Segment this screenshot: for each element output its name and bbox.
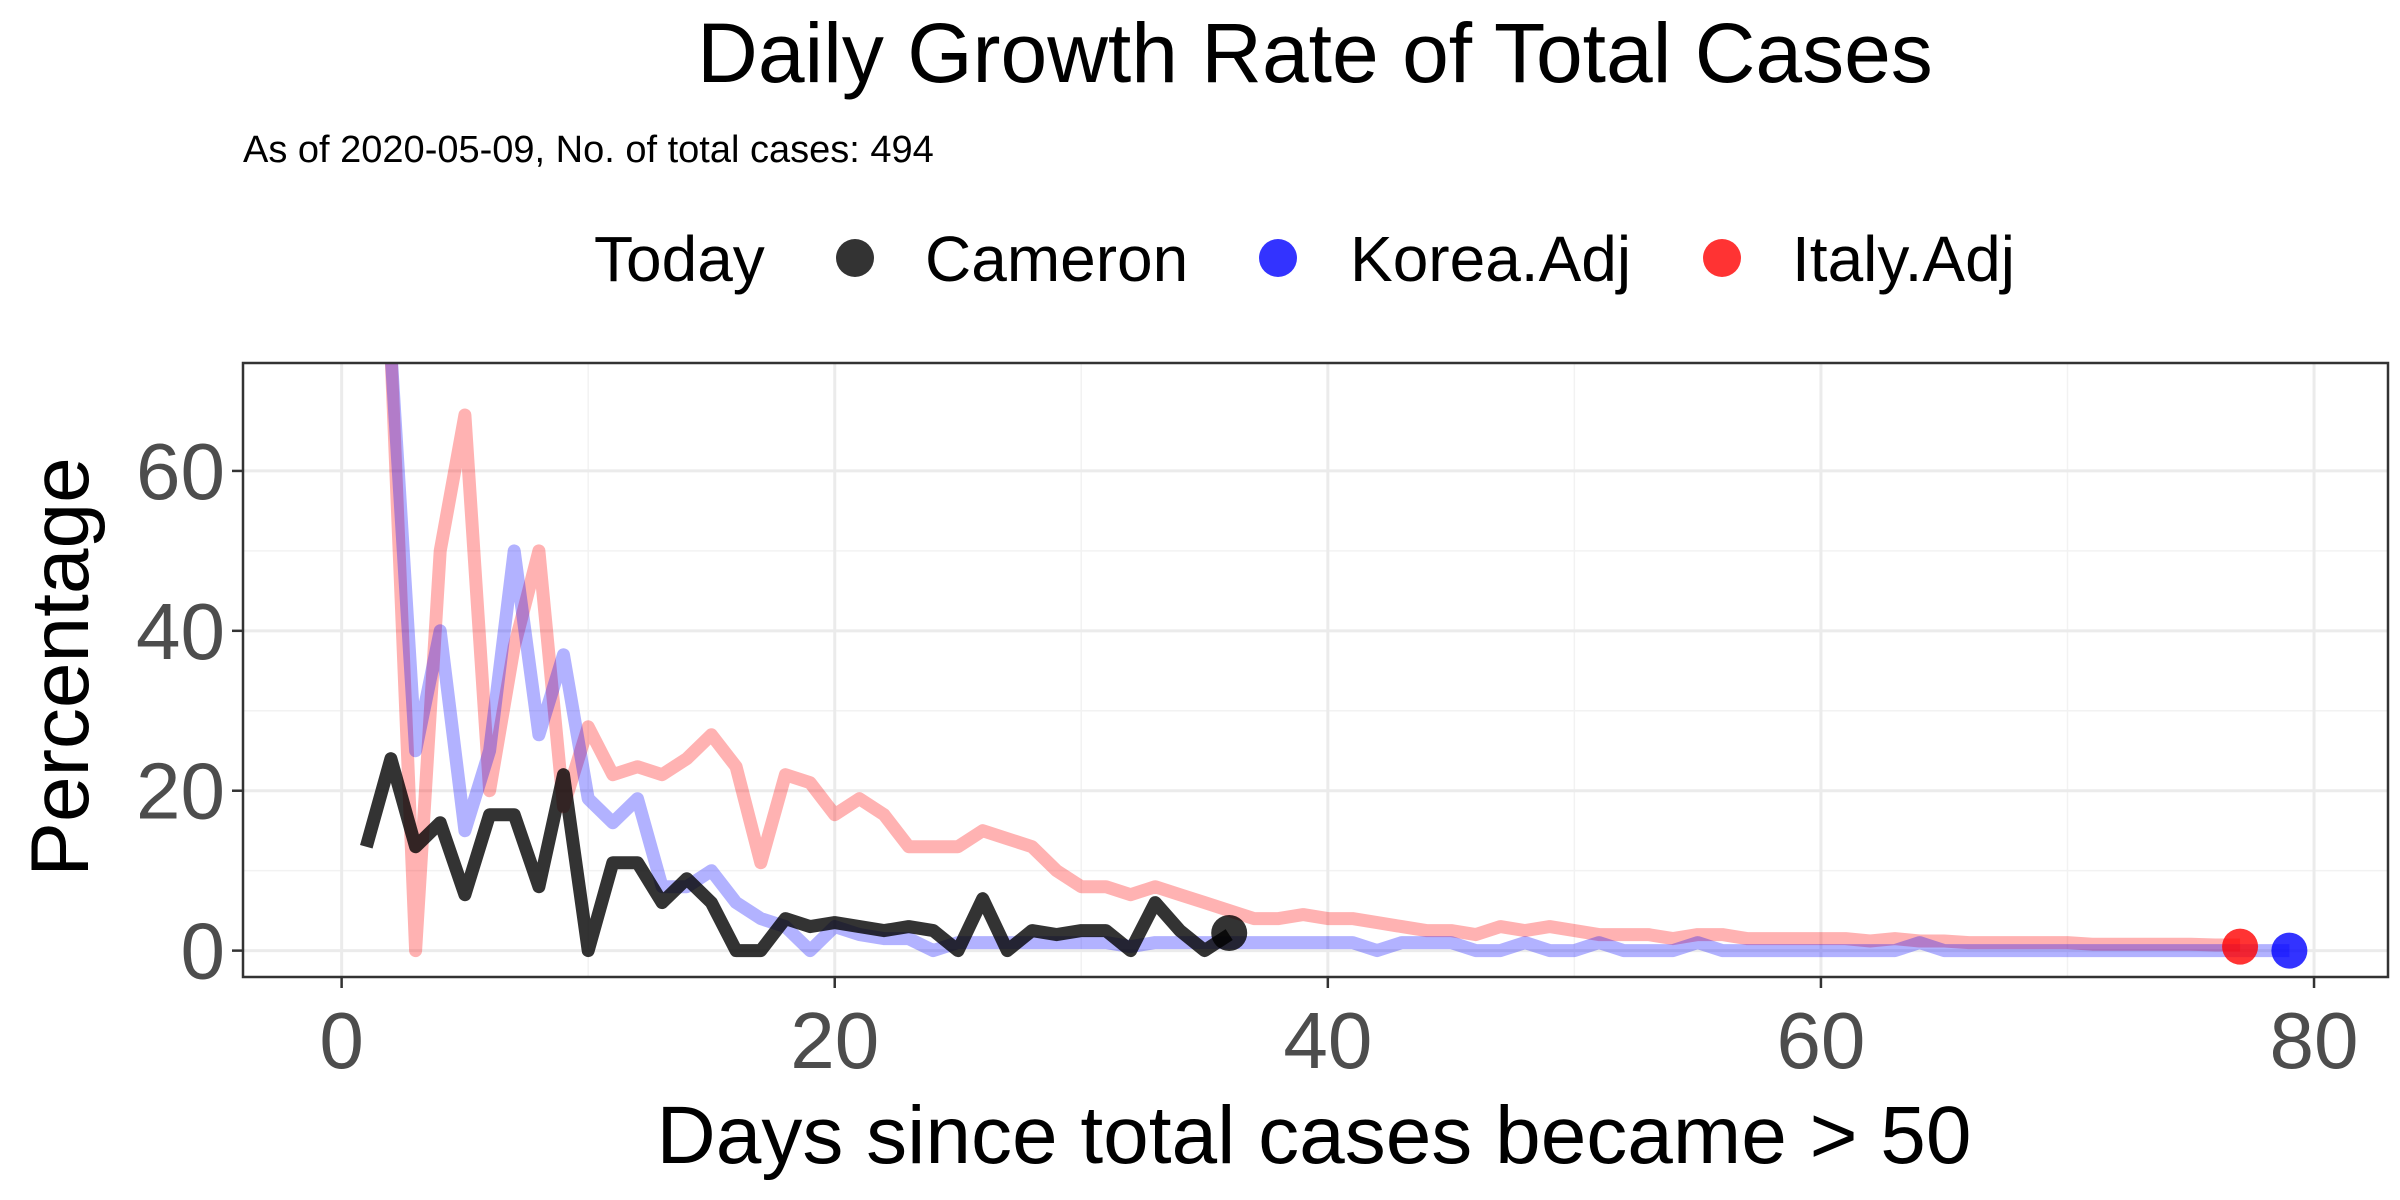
legend: Today Cameron Korea.Adj Italy.Adj	[594, 223, 2015, 295]
series-line-korea-adj	[385, 363, 2290, 958]
plot-area	[360, 363, 2308, 969]
x-tick-label: 40	[1283, 996, 1372, 1085]
x-tick-label: 0	[319, 996, 364, 1085]
legend-label-korea: Korea.Adj	[1350, 223, 1631, 295]
y-tick-label: 0	[181, 907, 226, 996]
x-axis-title: Days since total cases became > 50	[657, 1090, 1972, 1181]
plot-background	[243, 363, 2388, 977]
x-tick-label: 60	[1776, 996, 1865, 1085]
chart-title: Daily Growth Rate of Total Cases	[697, 6, 1933, 100]
x-tick-label: 20	[790, 996, 879, 1085]
plot-border	[241, 361, 2390, 979]
chart-subtitle: As of 2020-05-09, No. of total cases: 49…	[243, 129, 934, 171]
legend-key-korea	[1259, 239, 1297, 277]
legend-key-cameron	[836, 239, 874, 277]
x-tick-label: 80	[2270, 996, 2359, 1085]
plot-grid	[243, 363, 2388, 977]
series-line-italy-adj	[384, 363, 2241, 958]
today-point-cameron	[1211, 915, 1248, 952]
series-line-cameron	[360, 752, 1233, 958]
legend-title: Today	[594, 223, 765, 295]
y-tick-label: 60	[136, 427, 225, 516]
today-point-korea-adj	[2271, 932, 2308, 969]
y-tick-label: 40	[136, 587, 225, 676]
legend-key-italy	[1703, 239, 1741, 277]
legend-label-italy: Italy.Adj	[1792, 223, 2015, 295]
y-axis-title: Percentage	[15, 457, 106, 876]
today-point-italy-adj	[2222, 928, 2259, 965]
legend-label-cameron: Cameron	[925, 223, 1188, 295]
y-tick-label: 20	[136, 747, 225, 836]
axis-ticks: 0 20 40 60 80 0 20 40 60	[136, 361, 2390, 1085]
